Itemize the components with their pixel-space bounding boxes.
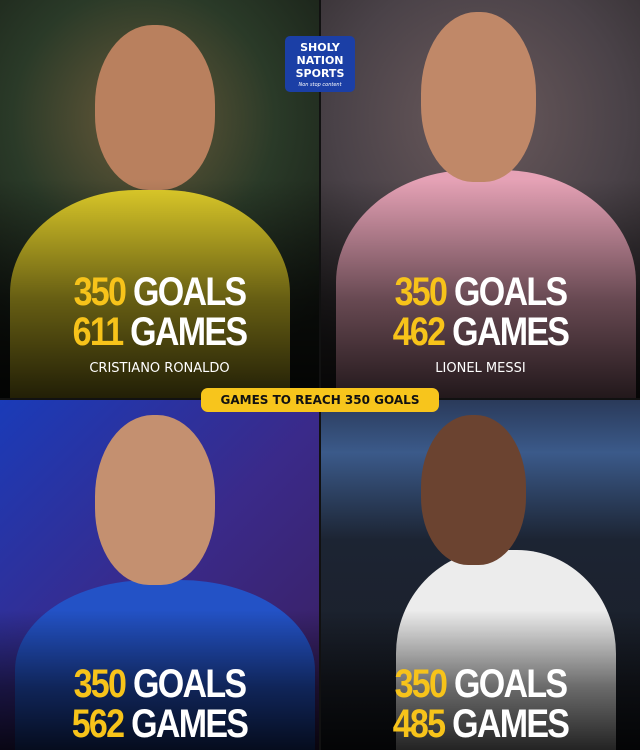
logo-line: SHOLY xyxy=(300,41,340,54)
stats: 350 GOALS 485 GAMES xyxy=(392,662,570,746)
logo-line: SPORTS xyxy=(295,67,345,80)
player-panel-ronaldo: 350 GOALS 611 GAMES CRISTIANO RONALDO xyxy=(0,0,319,398)
player-name: LIONEL MESSI xyxy=(435,361,526,376)
stats: 350 GOALS 611 GAMES xyxy=(72,270,248,354)
player-photo-head xyxy=(95,415,215,585)
logo-tagline: Non stop content xyxy=(298,82,342,88)
logo-line: NATION xyxy=(296,54,344,67)
player-name: CRISTIANO RONALDO xyxy=(89,361,230,376)
player-photo-head xyxy=(421,12,536,182)
player-panel-messi: 350 GOALS 462 GAMES LIONEL MESSI xyxy=(321,0,640,398)
brand-logo: SHOLY NATION SPORTS Non stop content xyxy=(285,36,355,92)
stats: 350 GOALS 462 GAMES xyxy=(392,270,570,354)
title-banner: GAMES TO REACH 350 GOALS xyxy=(201,388,439,412)
player-photo-head xyxy=(421,415,526,565)
player-panel-mbappe: 350 GOALS 485 GAMES xyxy=(321,400,640,750)
stats: 350 GOALS 562 GAMES xyxy=(71,662,249,746)
player-photo-head xyxy=(95,25,215,190)
player-panel-neymar: 350 GOALS 562 GAMES xyxy=(0,400,319,750)
